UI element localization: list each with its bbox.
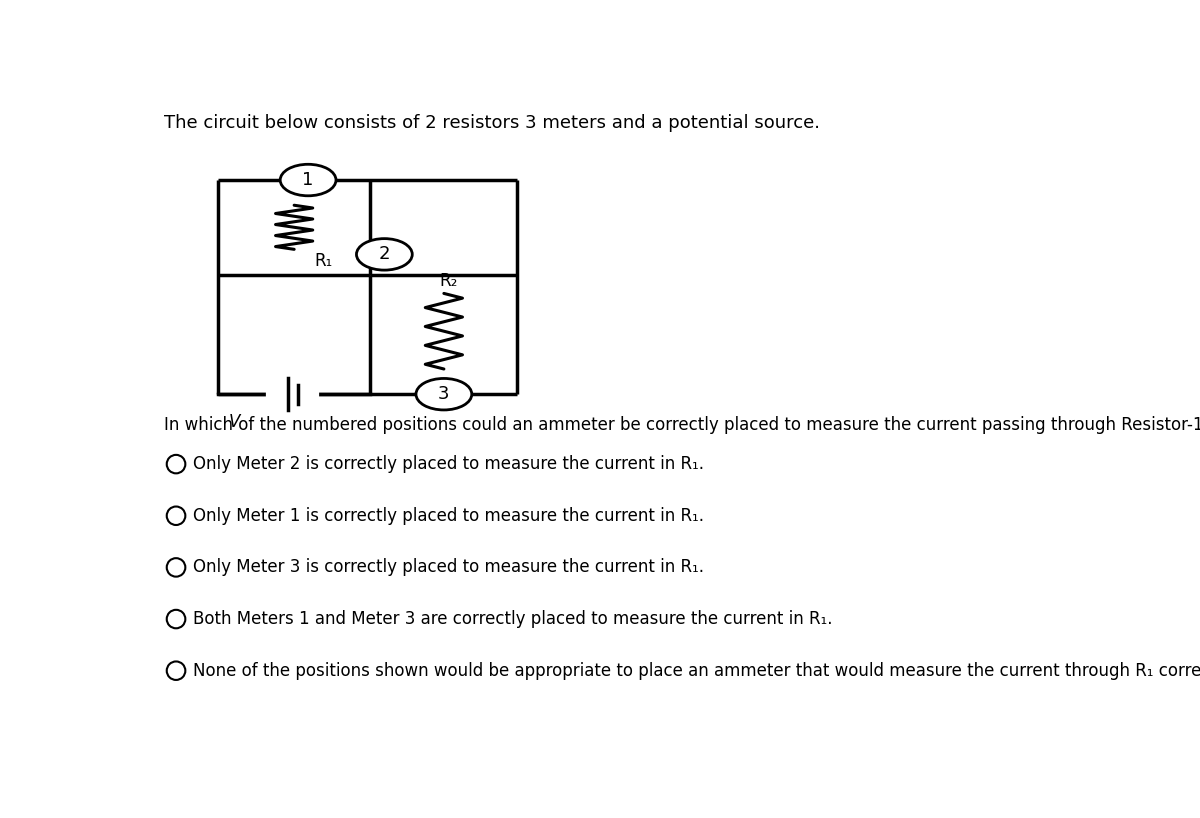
Ellipse shape: [167, 662, 185, 680]
Text: The circuit below consists of 2 resistors 3 meters and a potential source.: The circuit below consists of 2 resistor…: [164, 114, 820, 132]
Ellipse shape: [167, 506, 185, 525]
Ellipse shape: [167, 609, 185, 628]
Text: Only Meter 1 is correctly placed to measure the current in R₁.: Only Meter 1 is correctly placed to meas…: [193, 507, 703, 525]
Text: Both Meters 1 and Meter 3 are correctly placed to measure the current in R₁.: Both Meters 1 and Meter 3 are correctly …: [193, 610, 833, 628]
Ellipse shape: [167, 455, 185, 474]
Ellipse shape: [167, 558, 185, 577]
Text: None of the positions shown would be appropriate to place an ammeter that would : None of the positions shown would be app…: [193, 662, 1200, 680]
Ellipse shape: [356, 239, 413, 270]
Ellipse shape: [416, 379, 472, 410]
Text: Only Meter 2 is correctly placed to measure the current in R₁.: Only Meter 2 is correctly placed to meas…: [193, 455, 703, 473]
Text: 3: 3: [438, 385, 450, 403]
Text: R₂: R₂: [439, 272, 457, 290]
Text: In which of the numbered positions could an ammeter be correctly placed to measu: In which of the numbered positions could…: [164, 416, 1200, 434]
Text: 2: 2: [379, 245, 390, 263]
Ellipse shape: [281, 164, 336, 196]
Text: V: V: [229, 413, 240, 431]
Text: Only Meter 3 is correctly placed to measure the current in R₁.: Only Meter 3 is correctly placed to meas…: [193, 559, 703, 577]
Text: 1: 1: [302, 171, 313, 189]
Text: R₁: R₁: [314, 253, 332, 271]
